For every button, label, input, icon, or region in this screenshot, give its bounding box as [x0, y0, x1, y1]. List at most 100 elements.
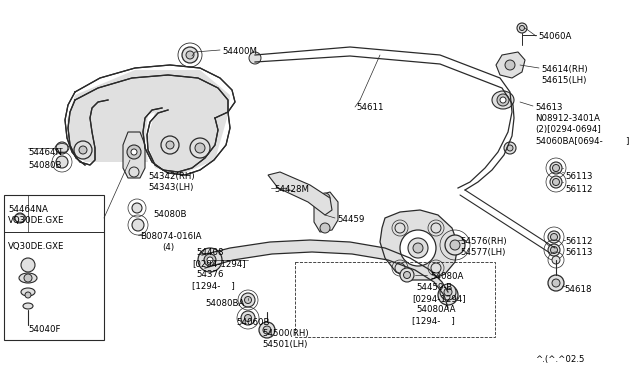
- Circle shape: [21, 258, 35, 272]
- Circle shape: [507, 145, 513, 151]
- Circle shape: [190, 138, 210, 158]
- Text: [1294-    ]: [1294- ]: [192, 281, 235, 290]
- Polygon shape: [268, 172, 332, 215]
- Circle shape: [195, 143, 205, 153]
- Circle shape: [56, 142, 68, 154]
- Circle shape: [24, 274, 32, 282]
- Text: 54040F: 54040F: [28, 325, 61, 334]
- Circle shape: [129, 167, 139, 177]
- Circle shape: [320, 223, 330, 233]
- Ellipse shape: [492, 91, 514, 109]
- Circle shape: [500, 97, 506, 103]
- Circle shape: [166, 141, 174, 149]
- Circle shape: [263, 326, 271, 334]
- Circle shape: [431, 263, 441, 273]
- Circle shape: [552, 179, 559, 186]
- Circle shape: [413, 243, 423, 253]
- Circle shape: [249, 52, 261, 64]
- Text: 54459: 54459: [337, 215, 364, 224]
- Text: 54400M: 54400M: [222, 47, 257, 56]
- Text: 54080AA: 54080AA: [416, 305, 456, 314]
- Text: 54080A: 54080A: [430, 272, 463, 281]
- Circle shape: [444, 288, 452, 296]
- Polygon shape: [314, 192, 338, 232]
- Circle shape: [431, 223, 441, 233]
- Text: B08074-016IA: B08074-016IA: [140, 232, 202, 241]
- Circle shape: [186, 51, 194, 59]
- Circle shape: [25, 292, 31, 298]
- Circle shape: [127, 145, 141, 159]
- Text: 54428M: 54428M: [274, 185, 309, 194]
- Text: 54376: 54376: [196, 270, 223, 279]
- Polygon shape: [67, 70, 230, 175]
- Text: N08912-3401A: N08912-3401A: [535, 114, 600, 123]
- Text: 54577(LH): 54577(LH): [460, 248, 506, 257]
- Circle shape: [131, 149, 137, 155]
- Text: VQ30DE.GXE: VQ30DE.GXE: [8, 242, 65, 251]
- Circle shape: [132, 219, 144, 231]
- Circle shape: [244, 296, 252, 304]
- Polygon shape: [380, 210, 458, 280]
- Text: 54080B: 54080B: [28, 161, 61, 170]
- Text: 54060BA[0694-: 54060BA[0694-: [535, 136, 603, 145]
- Circle shape: [520, 26, 525, 31]
- Circle shape: [505, 60, 515, 70]
- Text: 54464NA: 54464NA: [8, 205, 48, 214]
- Bar: [4, 195, 104, 340]
- Circle shape: [259, 322, 275, 338]
- Circle shape: [400, 268, 414, 282]
- Circle shape: [74, 141, 92, 159]
- Circle shape: [79, 146, 87, 154]
- Circle shape: [204, 254, 216, 266]
- Circle shape: [450, 240, 460, 250]
- Text: 54060A: 54060A: [538, 32, 572, 41]
- Circle shape: [440, 284, 456, 300]
- Text: 54080B: 54080B: [153, 210, 186, 219]
- Text: 56113: 56113: [565, 248, 593, 257]
- Circle shape: [395, 263, 405, 273]
- Text: (4): (4): [162, 243, 174, 252]
- Text: 54576(RH): 54576(RH): [460, 237, 507, 246]
- Circle shape: [443, 290, 453, 300]
- Circle shape: [56, 156, 68, 168]
- Text: ^.(^.^02.5: ^.(^.^02.5: [535, 355, 584, 364]
- Text: ]: ]: [625, 136, 628, 145]
- Text: 54611: 54611: [356, 103, 383, 112]
- Polygon shape: [202, 240, 448, 308]
- Circle shape: [408, 238, 428, 258]
- Circle shape: [550, 162, 562, 174]
- Circle shape: [552, 279, 560, 287]
- Text: 54615(LH): 54615(LH): [541, 76, 586, 85]
- Text: 54060B: 54060B: [236, 318, 269, 327]
- Circle shape: [548, 231, 560, 243]
- Circle shape: [497, 94, 509, 106]
- Bar: [295, 262, 495, 337]
- Text: [1294-    ]: [1294- ]: [412, 316, 455, 325]
- Circle shape: [400, 230, 436, 266]
- Circle shape: [207, 257, 213, 263]
- Circle shape: [15, 213, 25, 223]
- Text: 54614(RH): 54614(RH): [541, 65, 588, 74]
- Polygon shape: [123, 132, 145, 178]
- Circle shape: [550, 247, 557, 253]
- Ellipse shape: [23, 303, 33, 309]
- Circle shape: [132, 203, 142, 213]
- Polygon shape: [496, 52, 525, 78]
- Text: 54080BA: 54080BA: [205, 299, 244, 308]
- Ellipse shape: [19, 273, 37, 283]
- Text: 54501(LH): 54501(LH): [262, 340, 307, 349]
- Circle shape: [320, 193, 330, 203]
- Circle shape: [548, 244, 560, 256]
- Circle shape: [161, 136, 179, 154]
- Circle shape: [550, 234, 557, 241]
- Text: (2)[0294-0694]: (2)[0294-0694]: [535, 125, 601, 134]
- Text: 54408: 54408: [196, 248, 223, 257]
- Ellipse shape: [21, 288, 35, 296]
- Text: 56112: 56112: [565, 237, 593, 246]
- Text: 56112: 56112: [565, 185, 593, 194]
- Circle shape: [198, 248, 222, 272]
- Circle shape: [552, 256, 560, 264]
- Text: 54464N: 54464N: [28, 148, 62, 157]
- Text: 54459-B: 54459-B: [416, 283, 452, 292]
- Text: 54342(RH): 54342(RH): [148, 172, 195, 181]
